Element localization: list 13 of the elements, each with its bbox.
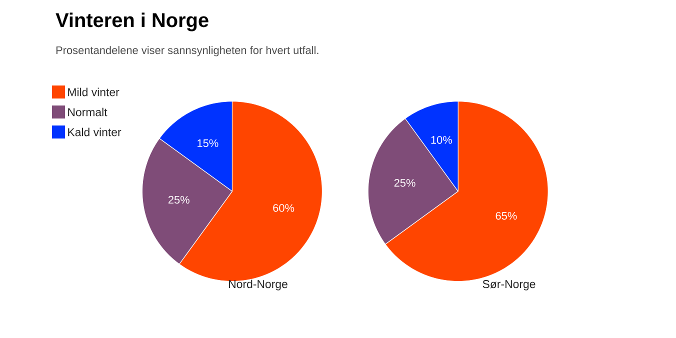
data-label: 25% [168, 196, 190, 204]
legend-label: Kald vinter [68, 128, 122, 136]
legend-label: Mild vinter [68, 88, 120, 96]
data-label: 65% [496, 212, 517, 220]
data-label: 15% [198, 139, 218, 148]
chart-title: Vinteren i Norge [56, 12, 208, 32]
text: Sør-Norge [482, 280, 536, 290]
data-label: 10% [431, 136, 452, 144]
text: Nord-Norge [229, 280, 288, 290]
data-label: 25% [394, 178, 416, 187]
legend-label: Normalt [68, 108, 108, 116]
data-label: 60% [273, 204, 294, 212]
chart-subtitle: Prosentandelene viser sannsynligheten for hvert utfall. [56, 46, 318, 56]
